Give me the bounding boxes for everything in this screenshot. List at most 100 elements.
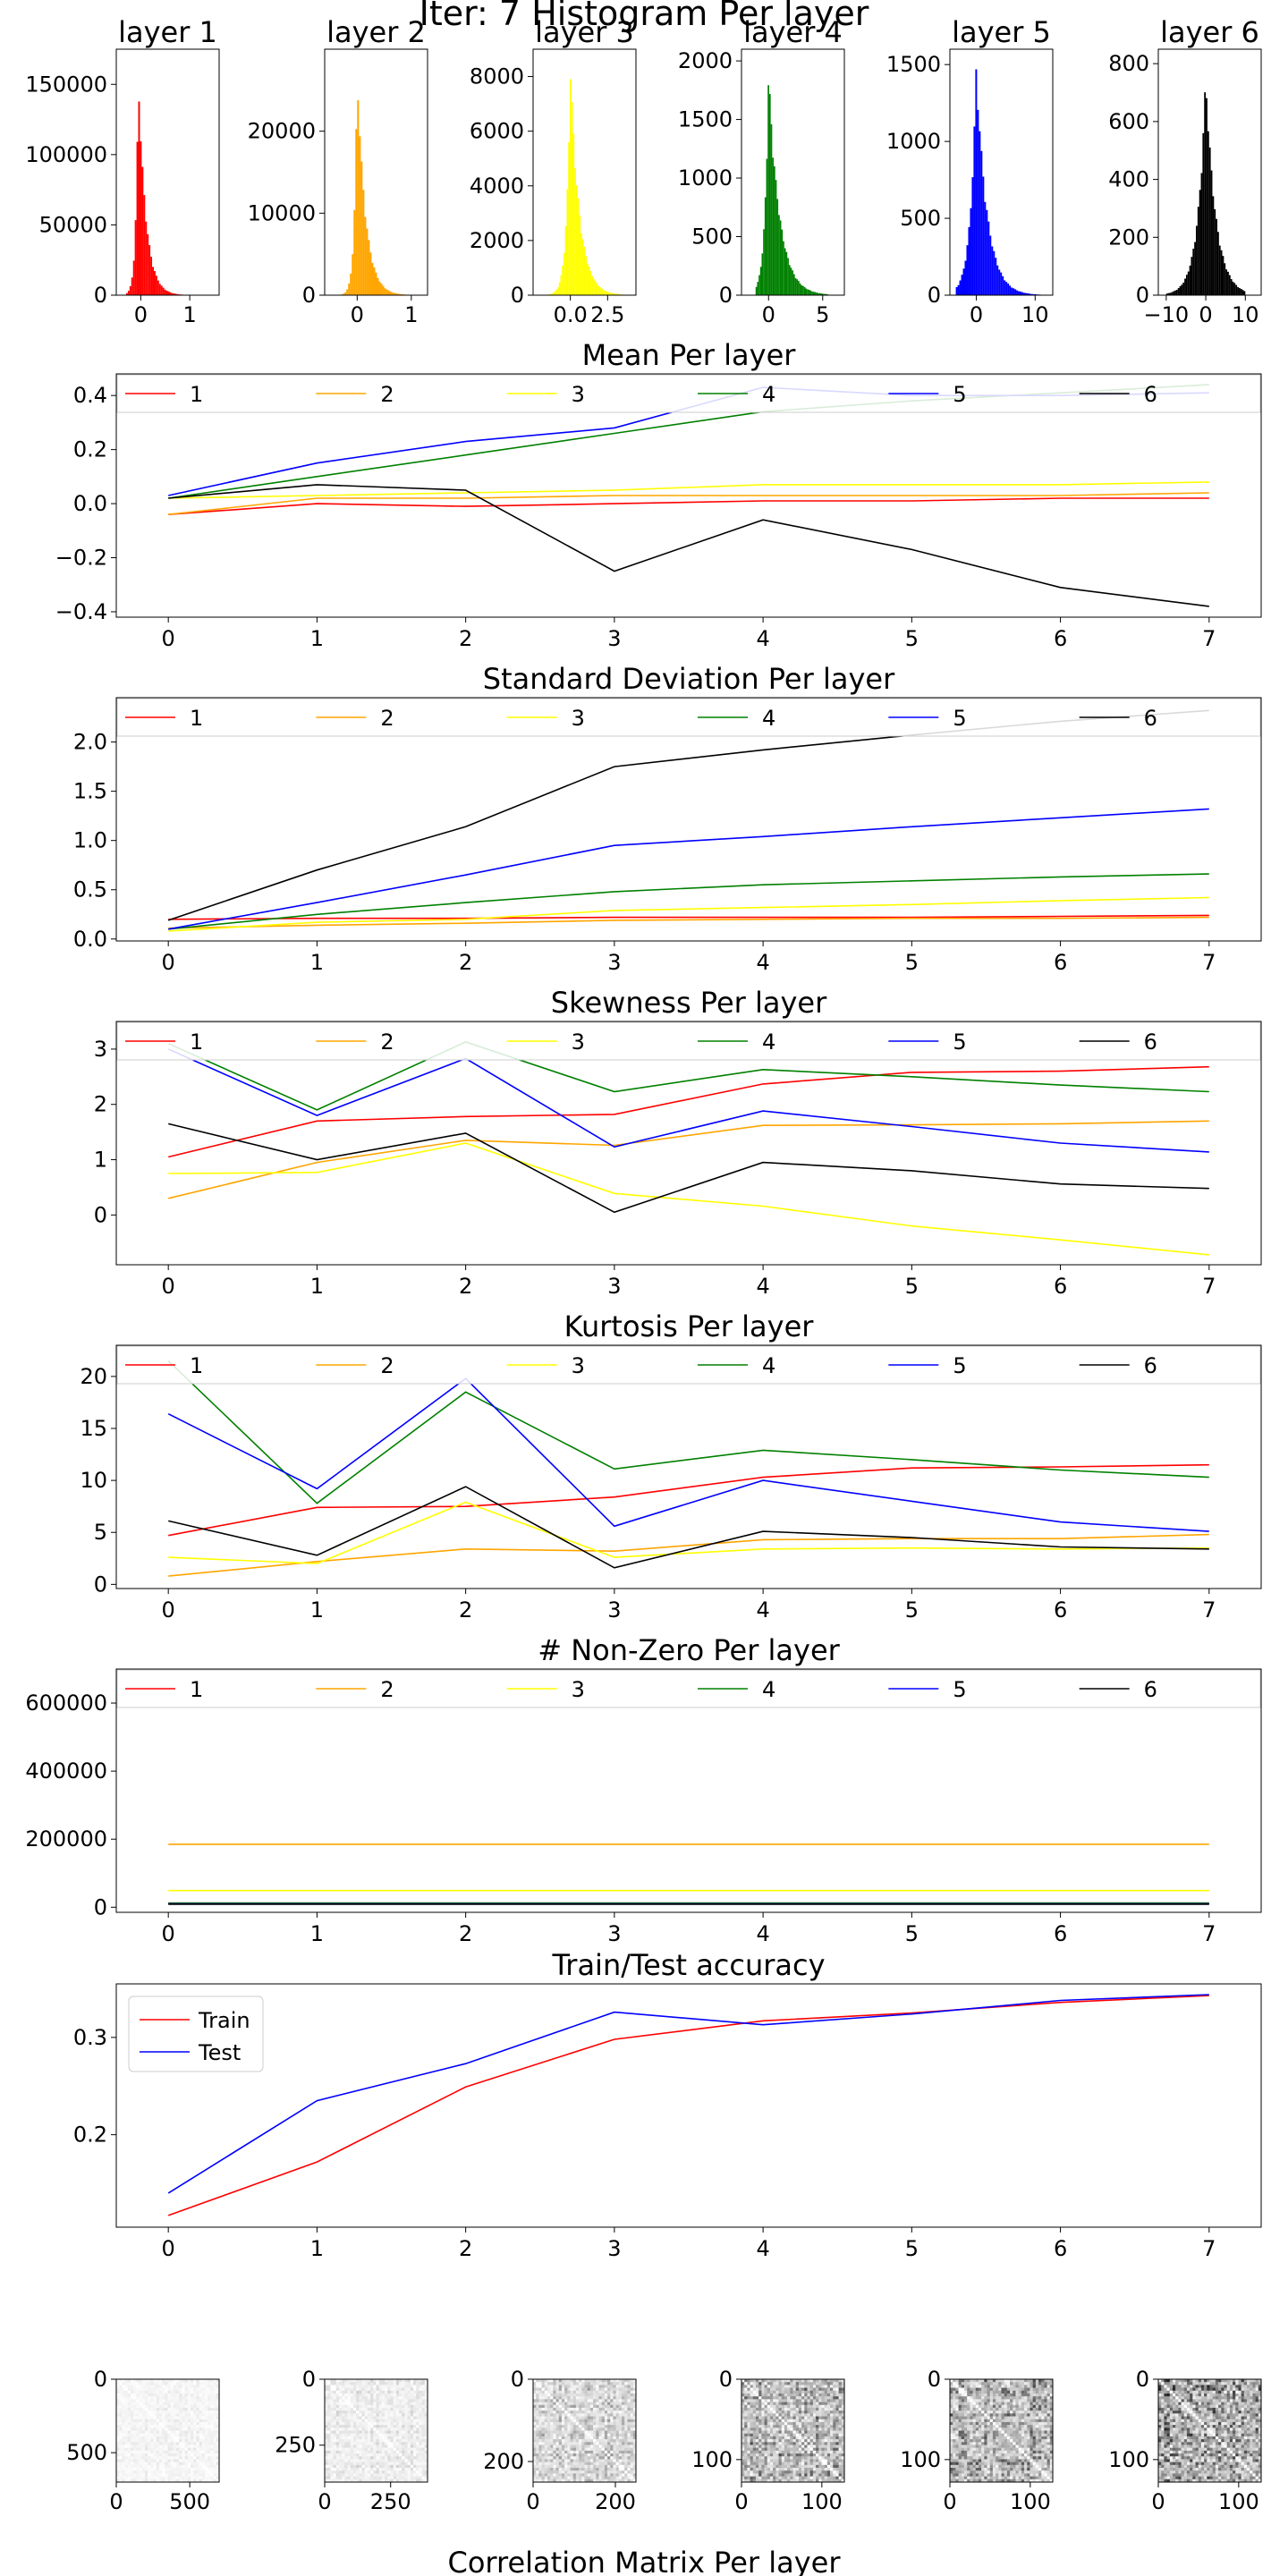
heatmap-cell [199, 2476, 203, 2480]
heatmap-cell [395, 2447, 400, 2452]
heatmap-cell [376, 2447, 379, 2452]
heatmap-cell [127, 2390, 131, 2394]
heatmap-cell [370, 2387, 374, 2392]
heatmap-cell [416, 2385, 419, 2388]
heatmap-cell [801, 2390, 805, 2394]
heatmap-cell [378, 2479, 383, 2483]
heatmap-cell [179, 2379, 182, 2383]
heatmap-cell [182, 2476, 185, 2480]
heatmap-cell [367, 2442, 371, 2445]
heatmap-cell [130, 2450, 134, 2454]
heatmap-cell [205, 2390, 208, 2394]
heatmap-cell [182, 2416, 185, 2420]
heatmap-cell [536, 2421, 539, 2426]
heatmap-cell [627, 2390, 631, 2394]
heatmap-cell [364, 2462, 369, 2466]
heatmap-cell [158, 2385, 163, 2388]
heatmap-cell [205, 2450, 208, 2454]
histogram-bar [970, 208, 972, 295]
heatmap-cell [208, 2387, 211, 2392]
heatmap-cell [170, 2387, 174, 2392]
heatmap-cell [381, 2413, 386, 2417]
heatmap-cell [199, 2396, 203, 2400]
heatmap-cell [158, 2396, 163, 2400]
heatmap-cell [764, 2411, 768, 2414]
heatmap-cell [367, 2379, 371, 2383]
heatmap-cell [402, 2390, 405, 2394]
heatmap-cell [544, 2413, 548, 2417]
heatmap-cell [604, 2396, 608, 2400]
heatmap-cell [201, 2428, 206, 2431]
heatmap-cell [419, 2447, 422, 2452]
heatmap-cell [613, 2399, 616, 2402]
histogram-bar [959, 280, 962, 295]
heatmap-cell [173, 2393, 177, 2397]
histogram-bar [1240, 288, 1242, 295]
heatmap-cell [561, 2436, 565, 2440]
heatmap-cell [156, 2411, 160, 2414]
heatmap-cell [116, 2459, 120, 2462]
heatmap-cell [356, 2468, 360, 2471]
heatmap-cell [378, 2436, 383, 2440]
heatmap-cell [767, 2390, 771, 2394]
heatmap-cell [555, 2419, 560, 2423]
heatmap-cell [179, 2468, 182, 2471]
heatmap-cell [404, 2387, 408, 2392]
heatmap-cell [191, 2385, 194, 2388]
heatmap-cell [116, 2464, 120, 2469]
heatmap-cell [402, 2479, 405, 2483]
heatmap-cell [325, 2385, 328, 2388]
histogram-bar [160, 285, 163, 295]
heatmap-cell [350, 2476, 354, 2480]
heatmap-cell [352, 2442, 357, 2445]
heatmap-cell [610, 2459, 614, 2462]
heatmap-cell [596, 2476, 599, 2480]
heatmap-cell [787, 2390, 791, 2394]
heatmap-cell [153, 2379, 157, 2383]
heatmap-cell [370, 2402, 374, 2406]
heatmap-cell [173, 2453, 177, 2457]
heatmap-cell [790, 2382, 793, 2385]
heatmap-cell [364, 2456, 369, 2460]
heatmap-cell [393, 2470, 397, 2474]
heatmap-cell [424, 2411, 428, 2414]
heatmap-cell [347, 2439, 352, 2443]
heatmap-cell [558, 2453, 563, 2457]
heatmap-cell [162, 2404, 165, 2409]
heatmap-cell [352, 2473, 357, 2477]
heatmap-cell [630, 2421, 634, 2426]
heatmap-cell [424, 2464, 428, 2469]
heatmap-cell [547, 2445, 551, 2448]
histogram-bar [1179, 286, 1182, 295]
heatmap-cell [824, 2407, 828, 2411]
heatmap-cell [758, 2390, 762, 2394]
heatmap-cell [416, 2476, 419, 2480]
heatmap-cell [601, 2411, 606, 2414]
heatmap-cell [156, 2396, 160, 2400]
x-tick-label: 4 [756, 1597, 769, 1623]
heatmap-cell [193, 2411, 197, 2414]
heatmap-cell [208, 2439, 211, 2443]
heatmap-cell [587, 2411, 591, 2414]
heatmap-cell [622, 2393, 625, 2397]
heatmap-cell [201, 2382, 206, 2385]
heatmap-cell [347, 2445, 352, 2448]
heatmap-cell [170, 2385, 174, 2388]
heatmap-cell [838, 2399, 843, 2402]
heatmap-cell [615, 2402, 620, 2406]
x-tick-label: 5 [905, 950, 919, 975]
heatmap-cell [364, 2390, 369, 2394]
heatmap-cell [367, 2399, 371, 2402]
heatmap-cell [564, 2393, 568, 2397]
heatmap-cell [148, 2411, 151, 2414]
heatmap-cell [561, 2439, 565, 2443]
heatmap-cell [387, 2411, 391, 2414]
heatmap-cell [419, 2382, 422, 2385]
heatmap-cell [199, 2450, 203, 2454]
heatmap-cell [747, 2385, 750, 2388]
heatmap-cell [630, 2462, 634, 2466]
heatmap-cell [622, 2428, 625, 2431]
heatmap-cell [607, 2456, 611, 2460]
heatmap-cell [769, 2411, 774, 2414]
legend-label-3: 3 [572, 1353, 585, 1378]
